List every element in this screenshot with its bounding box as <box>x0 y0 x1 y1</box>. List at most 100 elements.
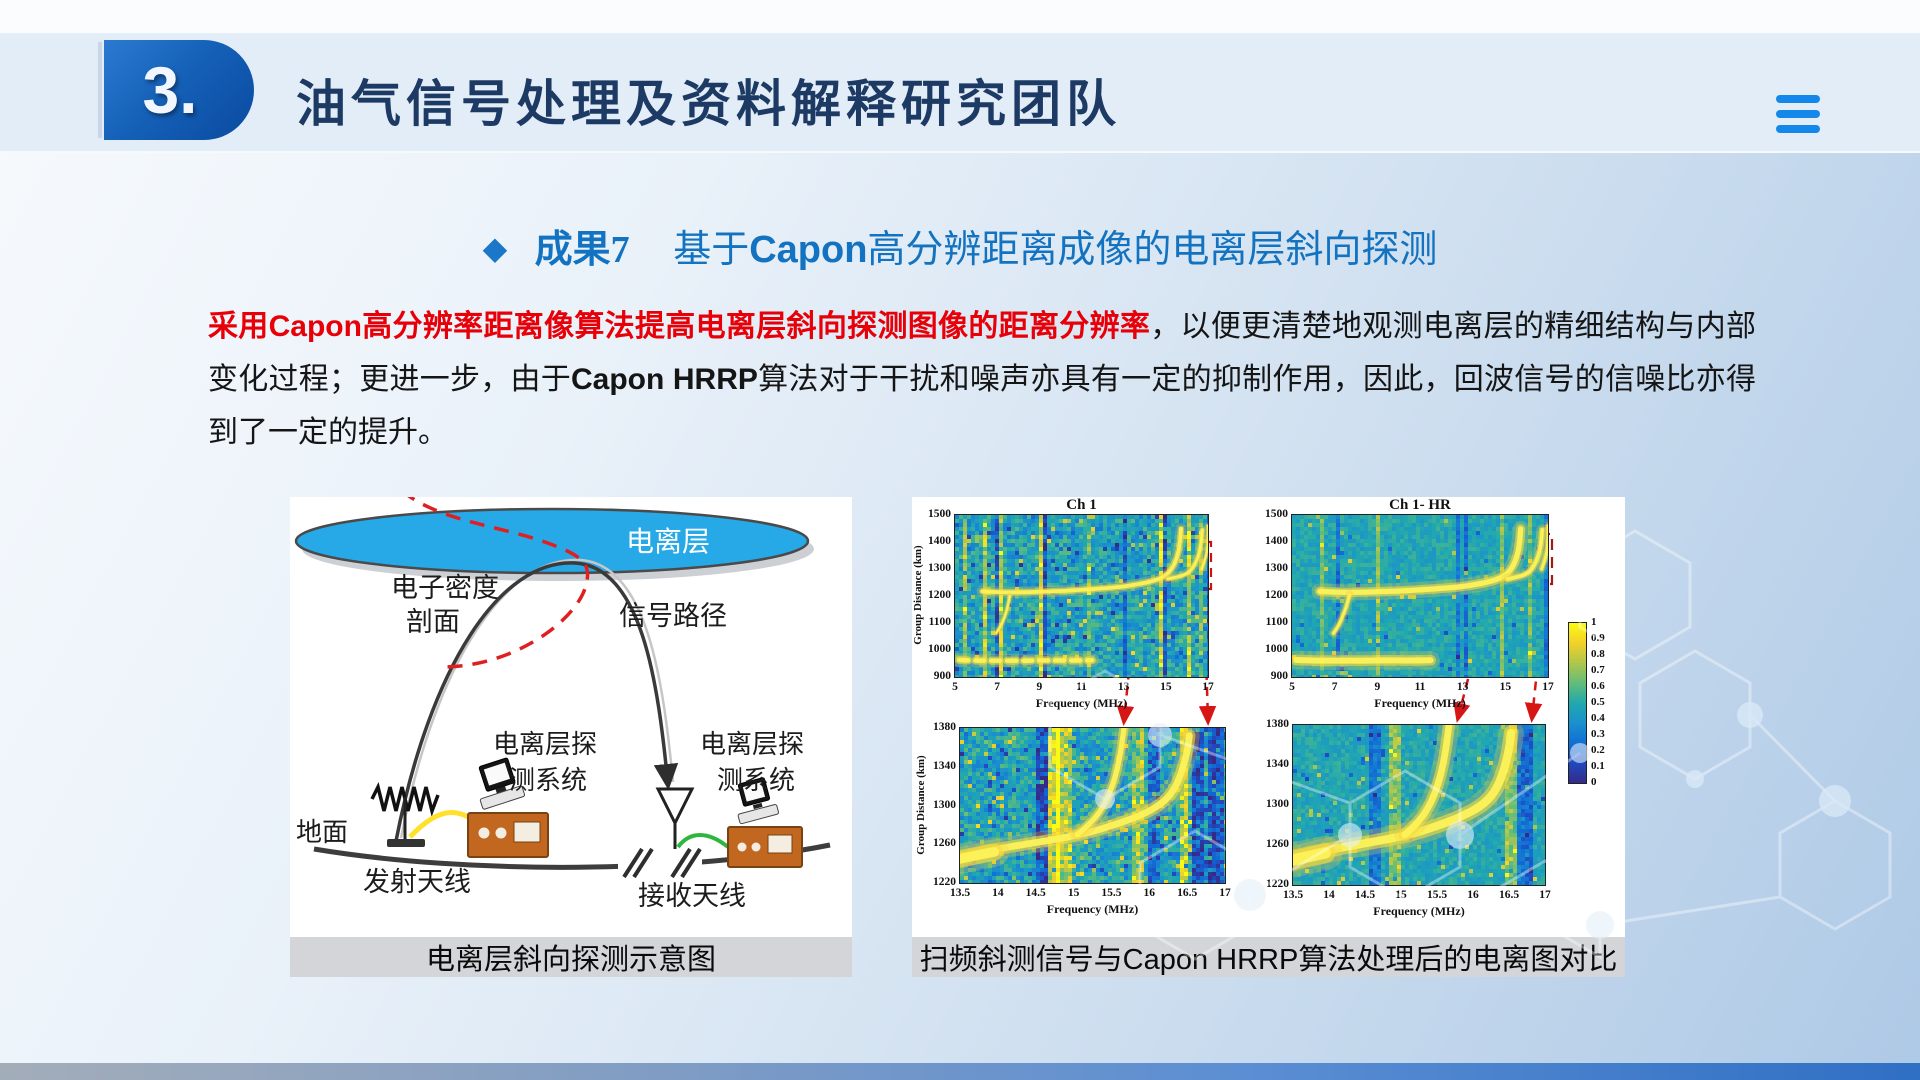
density-label-1: 电子密度 <box>391 573 499 603</box>
x-tick-label: 14.5 <box>1354 889 1376 901</box>
x-tick-label: 17 <box>1542 681 1554 693</box>
x-tick-label: 16 <box>1467 889 1479 901</box>
x-tick-label: 14.5 <box>1025 887 1046 899</box>
y-tick-label: 1300 <box>1265 562 1288 574</box>
heatmap-canvas-ch1 <box>953 513 1209 678</box>
rx-system-label-1: 电离层探 <box>700 730 804 759</box>
rx-antenna-icon <box>655 787 695 827</box>
y-tick-label: 1380 <box>1266 718 1289 730</box>
y-tick-label: 1400 <box>928 535 951 547</box>
hamburger-bar <box>1776 95 1820 103</box>
x-tick-label: 5 <box>952 681 958 693</box>
y-tick-label: 1500 <box>928 508 951 520</box>
x-tick-label: 15 <box>1499 681 1512 693</box>
x-axis-label: Frequency (MHz) <box>1046 902 1139 916</box>
y-tick-label: 1340 <box>1266 758 1289 770</box>
paragraph-normal-1: ，以便更清楚地观测电离层的精细结构与内部变化过程；更进一步，由于 <box>208 310 1757 396</box>
colorbar-tick-label: 0.2 <box>1591 744 1605 756</box>
y-tick-label: 1260 <box>933 837 956 850</box>
y-axis-label: Group Distance (km) <box>915 754 927 855</box>
rx-cable <box>676 833 730 849</box>
colorbar-tick-label: 0.6 <box>1591 680 1605 692</box>
tx-system-label-1: 电离层探 <box>493 730 597 759</box>
x-tick-label: 13 <box>1456 681 1469 693</box>
plot-title: Ch 1- HR <box>1389 497 1451 513</box>
x-tick-label: 15.5 <box>1426 889 1448 901</box>
x-tick-label: 16 <box>1143 887 1156 899</box>
colorbar-tick-label: 0.3 <box>1591 728 1605 740</box>
x-axis-label: Frequency (MHz) <box>1373 904 1465 918</box>
x-axis-label: Frequency (MHz) <box>1035 696 1128 710</box>
signal-path-label: 信号路径 <box>619 601 727 631</box>
y-tick-label: 1300 <box>928 562 951 574</box>
x-tick-label: 15 <box>1395 889 1407 901</box>
tx-equipment-screen <box>513 821 541 843</box>
x-tick-label: 15 <box>1160 681 1172 693</box>
section-number-badge: 3. <box>104 40 254 140</box>
tx-laptop-icon <box>478 757 526 810</box>
colorbar <box>1568 622 1587 784</box>
y-tick-label: 1500 <box>1265 508 1288 520</box>
colorbar-tick-label: 0.5 <box>1591 696 1605 708</box>
x-tick-label: 13.5 <box>949 887 971 899</box>
y-tick-label: 1100 <box>1265 616 1288 628</box>
hamburger-bar <box>1776 110 1820 118</box>
tx-system-label-2: 测系统 <box>509 766 587 795</box>
x-tick-label: 16.5 <box>1177 887 1198 899</box>
break-slashes-icon <box>670 847 702 879</box>
x-tick-label: 17 <box>1539 889 1551 901</box>
hamburger-bar <box>1776 125 1820 133</box>
bottom-accent-bar <box>0 1063 1920 1080</box>
x-tick-label: 17 <box>1202 681 1214 693</box>
tx-equipment-knob <box>478 827 490 839</box>
rx-laptop-icon <box>737 777 779 825</box>
page-title: 油气信号处理及资料解释研究团队 <box>296 76 1121 132</box>
x-tick-label: 14 <box>992 887 1004 899</box>
tx-antenna-base <box>387 839 425 847</box>
rx-antenna-label: 接收天线 <box>638 881 746 911</box>
x-tick-label: 13 <box>1117 681 1130 693</box>
x-tick-label: 15 <box>1067 887 1080 899</box>
subtitle-capon: Capon <box>749 229 868 271</box>
x-tick-label: 15.5 <box>1101 887 1122 899</box>
ionosphere-label: 电离层 <box>626 526 710 558</box>
heatmap-canvas-zoom_ch1 <box>958 726 1226 884</box>
ionosphere-diagram: 电离层 <box>294 489 831 911</box>
colorbar-tick-label: 0.8 <box>1591 648 1605 660</box>
section-number: 3. <box>142 53 198 127</box>
signal-path-arc <box>394 561 679 842</box>
colorbar-tick-label: 0.9 <box>1591 632 1605 644</box>
x-tick-label: 7 <box>1331 681 1338 693</box>
x-tick-label: 7 <box>994 681 1001 693</box>
rx-equipment-screen <box>767 834 793 854</box>
y-tick-label: 1300 <box>933 798 956 811</box>
y-tick-label: 1220 <box>1266 878 1289 890</box>
rx-equipment-knob <box>737 842 747 852</box>
x-tick-label: 9 <box>1374 681 1381 693</box>
rx-system-label-2: 测系统 <box>717 766 795 795</box>
x-tick-label: 11 <box>1076 681 1087 693</box>
y-tick-label: 1300 <box>1266 798 1289 810</box>
x-tick-label: 9 <box>1036 681 1043 693</box>
electron-density-curve <box>400 489 590 669</box>
hamburger-menu-icon[interactable] <box>1776 95 1820 140</box>
y-tick-label: 1000 <box>928 643 951 655</box>
y-tick-label: 900 <box>1270 670 1288 682</box>
right-figure-caption: 扫频斜测信号与Capon HRRP算法处理后的电离图对比 <box>912 937 1625 977</box>
subtitle-post: 高分辨距离成像的电离层斜向探测 <box>867 229 1438 271</box>
rx-equipment-knob <box>751 842 761 852</box>
x-tick-label: 13.5 <box>1282 889 1304 901</box>
subtitle-pre: 基于 <box>673 229 750 271</box>
signal-path-shadow <box>399 558 675 839</box>
header-band <box>0 33 1920 153</box>
y-tick-label: 1400 <box>1265 535 1288 547</box>
diamond-bullet-icon: ◆ <box>482 229 508 267</box>
x-tick-label: 5 <box>1289 681 1295 693</box>
y-tick-label: 900 <box>933 670 951 682</box>
colorbar-tick-label: 0 <box>1591 776 1597 788</box>
y-tick-label: 1260 <box>1266 838 1289 850</box>
x-axis-label: Frequency (MHz) <box>1374 696 1466 710</box>
y-tick-label: 1220 <box>933 876 956 888</box>
y-tick-label: 1380 <box>933 721 956 733</box>
body-paragraph: 采用Capon高分辨率距离像算法提高电离层斜向探测图像的距离分辨率，以便更清楚地… <box>208 300 1756 459</box>
